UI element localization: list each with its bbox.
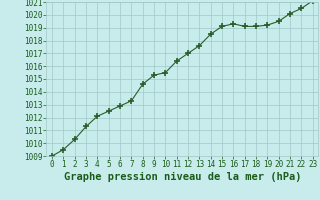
- X-axis label: Graphe pression niveau de la mer (hPa): Graphe pression niveau de la mer (hPa): [64, 172, 301, 182]
